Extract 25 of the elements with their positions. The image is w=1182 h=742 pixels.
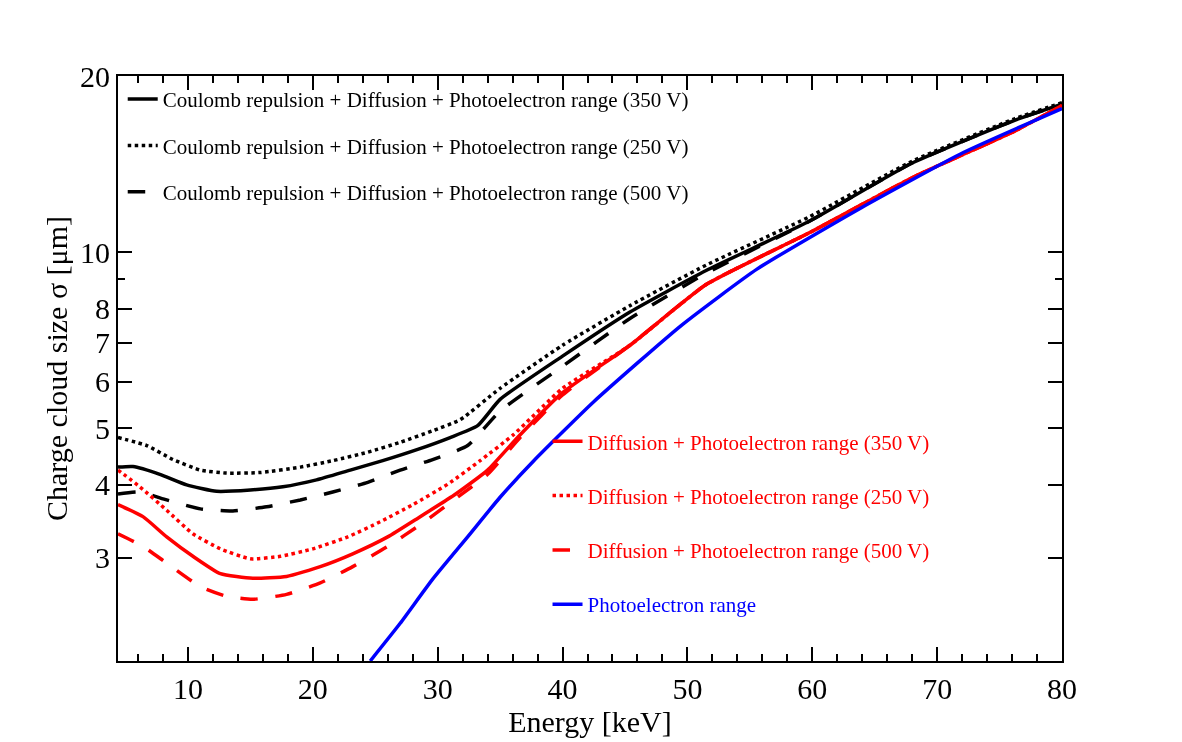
x-tick-label: 20 [297, 672, 328, 705]
x-tick-label: 80 [1047, 672, 1077, 705]
x-tick-label: 10 [172, 672, 203, 705]
legend-label: Coulomb repulsion + Diffusion + Photoelectron range (250 V) [162, 134, 689, 159]
x-tick-label: 50 [672, 672, 703, 705]
y-axis-title: Charge cloud size σ [μm] [39, 216, 73, 521]
x-tick-label: 70 [922, 672, 953, 705]
y-tick-label: 20 [80, 59, 110, 93]
y-tick-label: 3 [95, 541, 110, 575]
legend-label: Diffusion + Photoelectron range (500 V) [587, 539, 930, 564]
x-tick-label: 30 [422, 672, 453, 705]
legend-label: Photoelectron range [587, 593, 757, 618]
legend-label: Coulomb repulsion + Diffusion + Photoelectron range (350 V) [162, 88, 689, 113]
y-tick-label: 6 [95, 365, 110, 399]
x-axis-title: Energy [keV] [508, 705, 672, 738]
y-tick-label: 10 [80, 235, 110, 269]
x-tick-label: 60 [797, 672, 828, 705]
legend-label: Diffusion + Photoelectron range (350 V) [587, 430, 930, 455]
x-tick-label: 40 [547, 672, 578, 705]
y-tick-label: 5 [95, 411, 110, 445]
legend-label: Diffusion + Photoelectron range (250 V) [587, 484, 930, 509]
y-tick-label: 4 [95, 468, 110, 502]
y-tick-label: 8 [95, 292, 110, 326]
y-tick-label: 7 [95, 326, 110, 360]
legend-label: Coulomb repulsion + Diffusion + Photoelectron range (500 V) [162, 180, 689, 205]
